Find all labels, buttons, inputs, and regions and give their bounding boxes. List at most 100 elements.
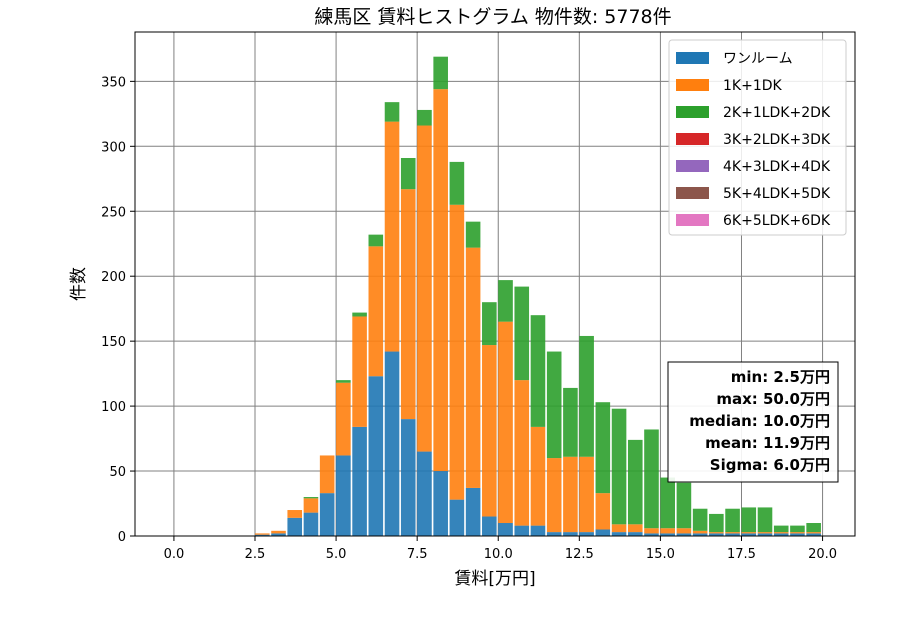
- bar-segment: [417, 451, 432, 536]
- bar-segment: [644, 528, 659, 534]
- x-tick-label: 20.0: [808, 547, 837, 562]
- bar-segment: [709, 532, 724, 534]
- bar-segment: [757, 533, 773, 536]
- bar-segment: [384, 102, 400, 122]
- bar-segment: [368, 246, 384, 377]
- bar-segment: [303, 498, 319, 513]
- y-axis-title: 件数: [69, 267, 89, 301]
- bar-segment: [676, 533, 692, 536]
- bar-segment: [336, 380, 351, 383]
- x-tick-label: 2.5: [245, 547, 266, 562]
- legend-swatch: [676, 160, 709, 172]
- bar-segment: [433, 471, 448, 536]
- bar-segment: [806, 523, 821, 533]
- bar-segment: [514, 525, 530, 536]
- legend-label: 5K+4LDK+5DK: [723, 186, 831, 202]
- legend-swatch: [676, 106, 709, 118]
- y-tick-label: 150: [101, 335, 126, 350]
- legend-swatch: [676, 79, 709, 91]
- bar-segment: [303, 512, 319, 536]
- bar-segment: [579, 532, 594, 536]
- bar-segment: [449, 204, 465, 500]
- bar-segment: [563, 532, 578, 536]
- bar-segment: [709, 533, 724, 536]
- bar-segment: [627, 524, 643, 533]
- x-tick-label: 15.0: [646, 547, 675, 562]
- bar-segment: [741, 532, 757, 534]
- y-tick-label: 350: [101, 75, 126, 90]
- bar-segment: [773, 525, 789, 533]
- legend-label: ワンルーム: [723, 51, 793, 67]
- bar-segment: [595, 529, 611, 536]
- bar-segment: [400, 158, 416, 190]
- stats-line: median: 10.0万円: [689, 412, 830, 430]
- bar-segment: [692, 533, 708, 536]
- bar-segment: [806, 533, 821, 536]
- bar-segment: [400, 419, 416, 536]
- bar-segment: [773, 533, 789, 536]
- bar-segment: [368, 376, 384, 536]
- bar-segment: [530, 315, 546, 427]
- bar-segment: [773, 532, 789, 534]
- bar-segment: [368, 234, 384, 247]
- x-tick-label: 12.5: [565, 547, 594, 562]
- y-tick-label: 100: [101, 400, 126, 415]
- bar-segment: [611, 408, 627, 525]
- bar-segment: [498, 523, 513, 536]
- legend-label: 1K+1DK: [723, 78, 783, 94]
- bar-segment: [660, 477, 675, 529]
- bar-segment: [579, 456, 594, 533]
- stats-line: Sigma: 6.0万円: [710, 456, 830, 474]
- bar-segment: [741, 507, 757, 533]
- legend-box: [668, 39, 847, 236]
- bar-segment: [336, 382, 351, 456]
- bar-segment: [498, 321, 513, 524]
- bar-segment: [790, 533, 805, 536]
- bars: [255, 56, 821, 536]
- stats-line: min: 2.5万円: [731, 368, 830, 386]
- stats-box-frame: [667, 361, 839, 483]
- bar-segment: [595, 402, 611, 494]
- x-axis: 0.0 2.5 5.0 7.5 10.0 12.5 15.0 17.5 20.0: [164, 536, 837, 562]
- bar-segment: [546, 351, 562, 459]
- legend-label: 3K+2LDK+3DK: [723, 132, 831, 148]
- bar-segment: [644, 429, 659, 529]
- chart-title: 練馬区 賃料ヒストグラム 物件数: 5778件: [314, 6, 671, 28]
- legend-label: 4K+3LDK+4DK: [723, 159, 831, 175]
- bar-segment: [514, 286, 530, 381]
- x-tick-label: 5.0: [326, 547, 347, 562]
- legend-swatch: [676, 52, 709, 64]
- bar-segment: [255, 534, 270, 536]
- bar-segment: [757, 507, 773, 533]
- bar-segment: [790, 525, 805, 533]
- y-axis: 0 50 100 150 200 250 300 350: [101, 75, 135, 545]
- bar-segment: [676, 528, 692, 534]
- bar-segment: [627, 532, 643, 536]
- bar-segment: [465, 487, 481, 536]
- bar-segment: [336, 455, 351, 536]
- bar-segment: [287, 510, 303, 518]
- bar-segment: [546, 532, 562, 536]
- bar-segment: [319, 455, 335, 494]
- bar-segment: [709, 513, 724, 533]
- bar-segment: [271, 530, 286, 534]
- bar-segment: [352, 312, 367, 317]
- bar-segment: [692, 530, 708, 534]
- bar-segment: [611, 524, 627, 533]
- x-tick-label: 10.0: [484, 547, 513, 562]
- bar-segment: [417, 109, 432, 126]
- bar-segment: [563, 387, 578, 457]
- bar-segment: [384, 351, 400, 536]
- bar-segment: [725, 508, 740, 533]
- bar-segment: [530, 426, 546, 526]
- legend-swatch: [676, 187, 709, 199]
- bar-segment: [449, 161, 465, 205]
- bar-segment: [563, 456, 578, 533]
- bar-segment: [303, 497, 319, 499]
- bar-segment: [627, 439, 643, 525]
- bar-segment: [741, 533, 757, 536]
- y-tick-label: 200: [101, 270, 126, 285]
- bar-segment: [595, 493, 611, 530]
- x-axis-title: 賃料[万円]: [454, 569, 535, 589]
